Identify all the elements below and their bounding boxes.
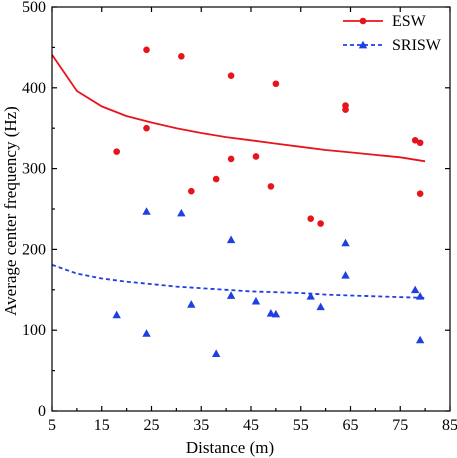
x-tick-label: 75 [392,417,408,434]
x-tick-label: 25 [144,417,160,434]
esw-point [143,46,150,54]
x-tick-label: 55 [293,417,309,434]
esw-fit-line [51,54,426,163]
legend-label-esw: ESW [392,13,427,30]
srisw-point [112,310,121,319]
esw-point [227,155,235,163]
srisw-point [410,285,420,294]
esw-point [267,183,275,190]
y-tick-label: 100 [22,322,46,339]
srisw-point [187,300,196,308]
esw-point [411,137,419,144]
srisw-point [271,309,281,318]
x-axis-title: Distance (m) [186,438,274,457]
y-tick-label: 300 [22,161,46,178]
y-tick-label: 200 [22,241,46,258]
x-tick-label: 35 [193,417,209,434]
esw-point [227,72,235,79]
esw-point [416,190,424,197]
srisw-point [341,238,350,247]
legend-item-esw: ESW [343,13,427,30]
y-tick-label: 500 [22,0,46,16]
legend-item-srisw: SRISW [343,37,442,54]
srisw-point [177,208,186,217]
srisw-point [142,329,151,337]
x-tick-label: 15 [94,417,110,434]
x-tick-label: 65 [343,417,359,434]
srisw-point [306,292,315,300]
esw-point [113,148,120,155]
y-tick-label: 400 [22,80,46,97]
srisw-point [415,292,425,300]
srisw-point [142,207,151,215]
srisw-point [316,302,325,311]
axes: 5 15 25 35 45 55 65 75 85 0 100 200 300 400 500 [22,0,457,434]
plot-area [51,46,426,357]
esw-point [178,52,185,60]
y-tick-label: 0 [38,403,46,420]
esw-point [342,106,349,113]
plot-frame [51,6,451,412]
srisw-point [415,335,425,344]
esw-point [317,220,324,227]
esw-point [143,124,150,132]
x-tick-label: 45 [243,417,259,434]
esw-point [307,215,315,222]
srisw-point [211,349,221,357]
srisw-point [266,309,276,317]
srisw-point [226,291,236,299]
esw-point [252,153,260,160]
srisw-point [341,271,350,279]
esw-point [272,80,280,88]
srisw-point [251,296,261,305]
esw-point [416,139,424,147]
x-tick-label: 5 [48,417,56,434]
esw-point [212,175,220,183]
esw-point [188,187,195,195]
legend-marker-esw [359,17,367,25]
x-tick-label: 85 [442,417,457,434]
legend: ESW SRISW [343,13,442,54]
y-axis-title: Average center frequency (Hz) [1,106,20,316]
legend-label-srisw: SRISW [392,37,442,54]
srisw-fit-line [51,263,426,299]
legend-marker-srisw [358,40,368,49]
srisw-point [226,235,236,244]
